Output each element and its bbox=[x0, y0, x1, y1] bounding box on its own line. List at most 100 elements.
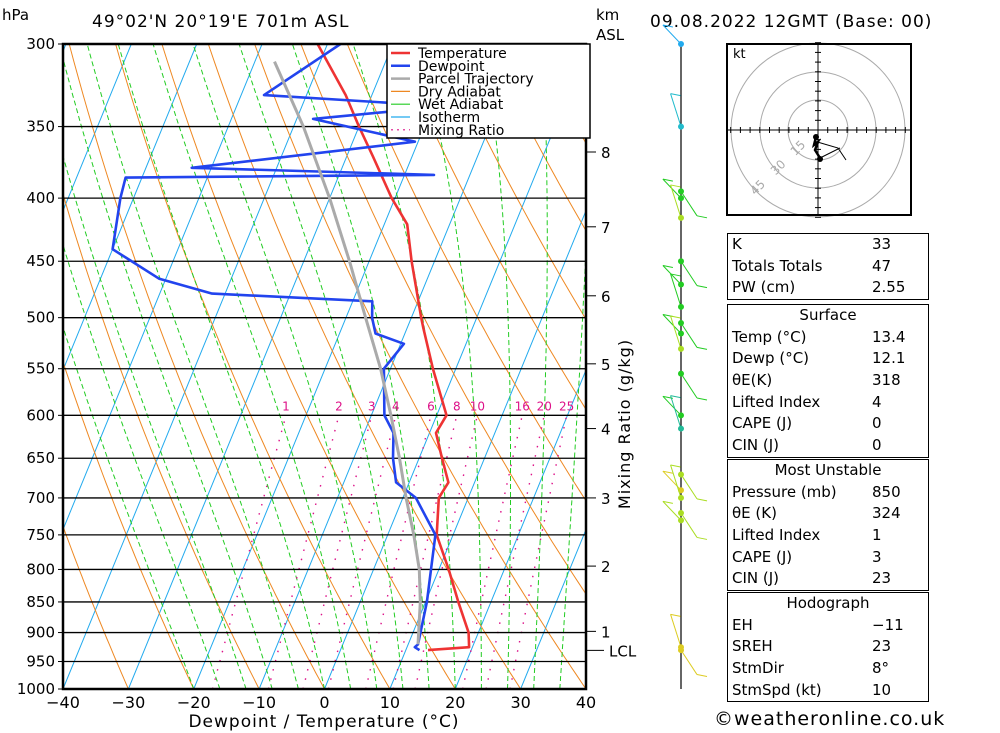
wind-barb-flag bbox=[696, 674, 708, 678]
most-unstable-label: CAPE (J) bbox=[732, 547, 793, 566]
mixing-ratio-label: 10 bbox=[470, 399, 485, 413]
datetime-title: 09.08.2022 12GMT (Base: 00) bbox=[650, 12, 933, 32]
dry-adiabat-line bbox=[485, 44, 586, 232]
temperature-line bbox=[316, 44, 471, 652]
index-value: 2.55 bbox=[872, 278, 906, 297]
wind-barb-shaft bbox=[662, 501, 682, 521]
temperature-tick-label: −10 bbox=[242, 693, 276, 712]
hodograph-stat-value: 8° bbox=[872, 659, 890, 678]
most-unstable-panel: Most Unstable Pressure (mb) 850 θE (K) 324 L… bbox=[727, 459, 929, 592]
dry-adiabat-line bbox=[63, 192, 260, 689]
wind-barb-flag bbox=[670, 315, 681, 319]
wind-barb-flag bbox=[696, 215, 708, 219]
temperature-tick-label: −20 bbox=[177, 693, 211, 712]
wind-barb-shaft bbox=[670, 184, 682, 218]
wind-barb-shaft bbox=[680, 260, 698, 286]
wind-barb-shaft bbox=[670, 93, 682, 127]
plot-frame bbox=[61, 42, 588, 691]
isotherm-line bbox=[389, 209, 586, 689]
most-unstable-row: θE (K) 324 bbox=[728, 503, 928, 525]
most-unstable-title: Most Unstable bbox=[774, 461, 882, 479]
copyright: ©weatheronline.co.uk bbox=[714, 708, 946, 730]
wind-barb-shaft bbox=[670, 273, 682, 307]
dry-adiabat-line bbox=[68, 44, 325, 689]
indices-panel: K 33 Totals Totals 47 PW (cm) 2.55 bbox=[727, 233, 929, 301]
legend-label: Dry Adiabat bbox=[418, 84, 501, 100]
wind-barb-shaft bbox=[680, 191, 698, 217]
axes bbox=[61, 42, 588, 691]
pressure-tick-label: 350 bbox=[26, 118, 55, 136]
pressure-tick-label: 900 bbox=[26, 624, 55, 642]
most-unstable-label: θE (K) bbox=[732, 504, 777, 523]
mixing-ratio-label: 20 bbox=[537, 399, 552, 413]
mixing-ratio-label: 6 bbox=[427, 399, 435, 413]
mixing-ratio-label: 8 bbox=[453, 399, 461, 413]
most-unstable-value: 23 bbox=[872, 569, 892, 588]
pressure-tick-label: 700 bbox=[26, 489, 55, 507]
height-tick-label: 3 bbox=[601, 490, 611, 508]
most-unstable-label: Pressure (mb) bbox=[732, 482, 837, 501]
wet-adiabat-line bbox=[63, 154, 247, 689]
index-label: Totals Totals bbox=[732, 256, 823, 275]
surface-label: CIN (J) bbox=[732, 436, 780, 455]
mixing-ratio-line bbox=[267, 415, 340, 689]
index-value: 33 bbox=[872, 235, 892, 253]
pressure-tick-label: 300 bbox=[26, 35, 55, 53]
wet-adiabat-line bbox=[559, 238, 586, 689]
wind-barb-flag bbox=[662, 178, 673, 182]
height-unit-label: km bbox=[596, 6, 620, 24]
pressure-tick-label: 1000 bbox=[17, 680, 55, 698]
surface-panel: Surface Temp (°C) 13.4 Dewp (°C) 12.1 θE(K) 3… bbox=[727, 304, 929, 458]
index-row: Totals Totals 47 bbox=[728, 256, 928, 278]
wet-adiabat-line bbox=[117, 44, 325, 689]
pressure-tick-label: 650 bbox=[26, 449, 55, 467]
most-unstable-label: CIN (J) bbox=[732, 569, 780, 588]
most-unstable-row: Pressure (mb) 850 bbox=[728, 482, 928, 504]
wind-barb-shaft bbox=[680, 373, 698, 399]
hodograph-stat-row: SREH 23 bbox=[728, 636, 928, 658]
wind-barb-flag bbox=[662, 24, 673, 28]
temperature-tick-label: 10 bbox=[380, 693, 400, 712]
wind-barb-flag bbox=[670, 93, 681, 97]
temperature-tick-label: 40 bbox=[576, 693, 596, 712]
pressure-tick-label: 950 bbox=[26, 653, 55, 671]
pressure-tick-label: 800 bbox=[26, 560, 55, 578]
lcl-label: LCL bbox=[609, 642, 637, 660]
temperature-tick-label: −40 bbox=[46, 693, 80, 712]
hodograph-stat-row: StmSpd (kt) 10 bbox=[728, 680, 928, 702]
pressure-tick-label: 400 bbox=[26, 189, 55, 207]
wind-barb-shaft bbox=[670, 464, 682, 499]
wind-barb-flag bbox=[662, 500, 673, 504]
most-unstable-value: 1 bbox=[872, 526, 882, 545]
wind-barb-flag bbox=[696, 346, 708, 350]
isotherm-line bbox=[63, 44, 132, 212]
surface-row: Temp (°C) 13.4 bbox=[728, 327, 928, 349]
wind-barb-shaft bbox=[662, 265, 682, 285]
wind-barb-shaft bbox=[662, 24, 682, 45]
wind-barb-shaft bbox=[670, 315, 682, 350]
pressure-unit-label: hPa bbox=[2, 6, 30, 24]
dry-adiabat-line bbox=[63, 524, 129, 689]
hodograph-stat-label: StmSpd (kt) bbox=[732, 680, 822, 699]
parcel-trajectory-line bbox=[273, 60, 422, 645]
most-unstable-row: CAPE (J) 3 bbox=[728, 547, 928, 569]
hodograph-point bbox=[817, 156, 823, 162]
wind-barb-flag bbox=[696, 397, 708, 401]
hodograph-stat-value: −11 bbox=[872, 615, 904, 634]
pressure-tick-label: 850 bbox=[26, 593, 55, 611]
tick-labels: 3003504004505005506006507007508008509009… bbox=[17, 35, 637, 732]
index-value: 47 bbox=[872, 256, 892, 275]
wind-barb-flag bbox=[670, 464, 681, 468]
pressure-tick-label: 450 bbox=[26, 252, 55, 270]
hodograph-stats-panel: Hodograph EH −11 SREH 23 StmDir 8° StmSpd (kt)… bbox=[727, 592, 929, 703]
most-unstable-row: Lifted Index 1 bbox=[728, 525, 928, 547]
wind-barb-shaft bbox=[680, 512, 698, 538]
hodograph-stats-title: Hodograph bbox=[786, 594, 870, 612]
height-tick-label: 8 bbox=[601, 144, 611, 162]
legend-label: Temperature bbox=[417, 46, 507, 62]
pressure-tick-label: 500 bbox=[26, 309, 55, 327]
wind-barb-shaft bbox=[680, 649, 698, 675]
surface-value: 4 bbox=[872, 392, 882, 411]
